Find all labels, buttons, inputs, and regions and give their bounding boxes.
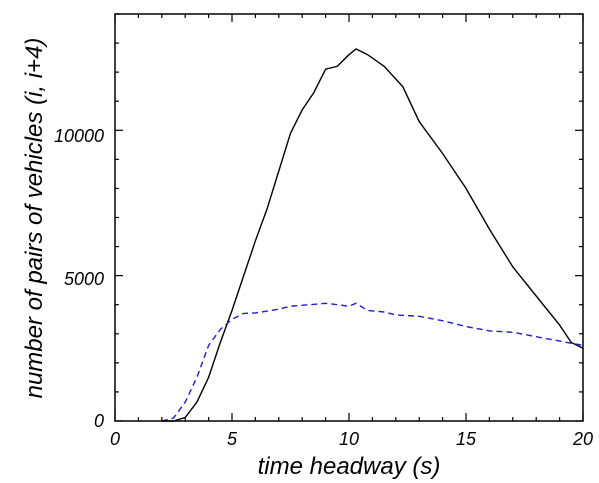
y-tick-label: 10000: [54, 126, 104, 146]
y-axis-label: number of pairs of vehicles (i, i+4): [21, 38, 48, 399]
x-tick-label: 20: [572, 429, 593, 449]
x-tick-label: 10: [339, 429, 359, 449]
x-tick-label: 0: [110, 429, 120, 449]
y-tick-label: 0: [94, 411, 104, 431]
series-line-dashed: [161, 302, 584, 422]
y-tick-label: 5000: [64, 269, 104, 289]
plot-marks: [161, 48, 584, 422]
x-tick-label: 5: [227, 429, 238, 449]
plot-frame: [114, 13, 584, 422]
x-tick-label: 15: [456, 429, 477, 449]
x-axis-label: time headway (s): [258, 453, 441, 480]
axis-ticks: [114, 13, 584, 422]
series-line-solid: [161, 48, 584, 422]
